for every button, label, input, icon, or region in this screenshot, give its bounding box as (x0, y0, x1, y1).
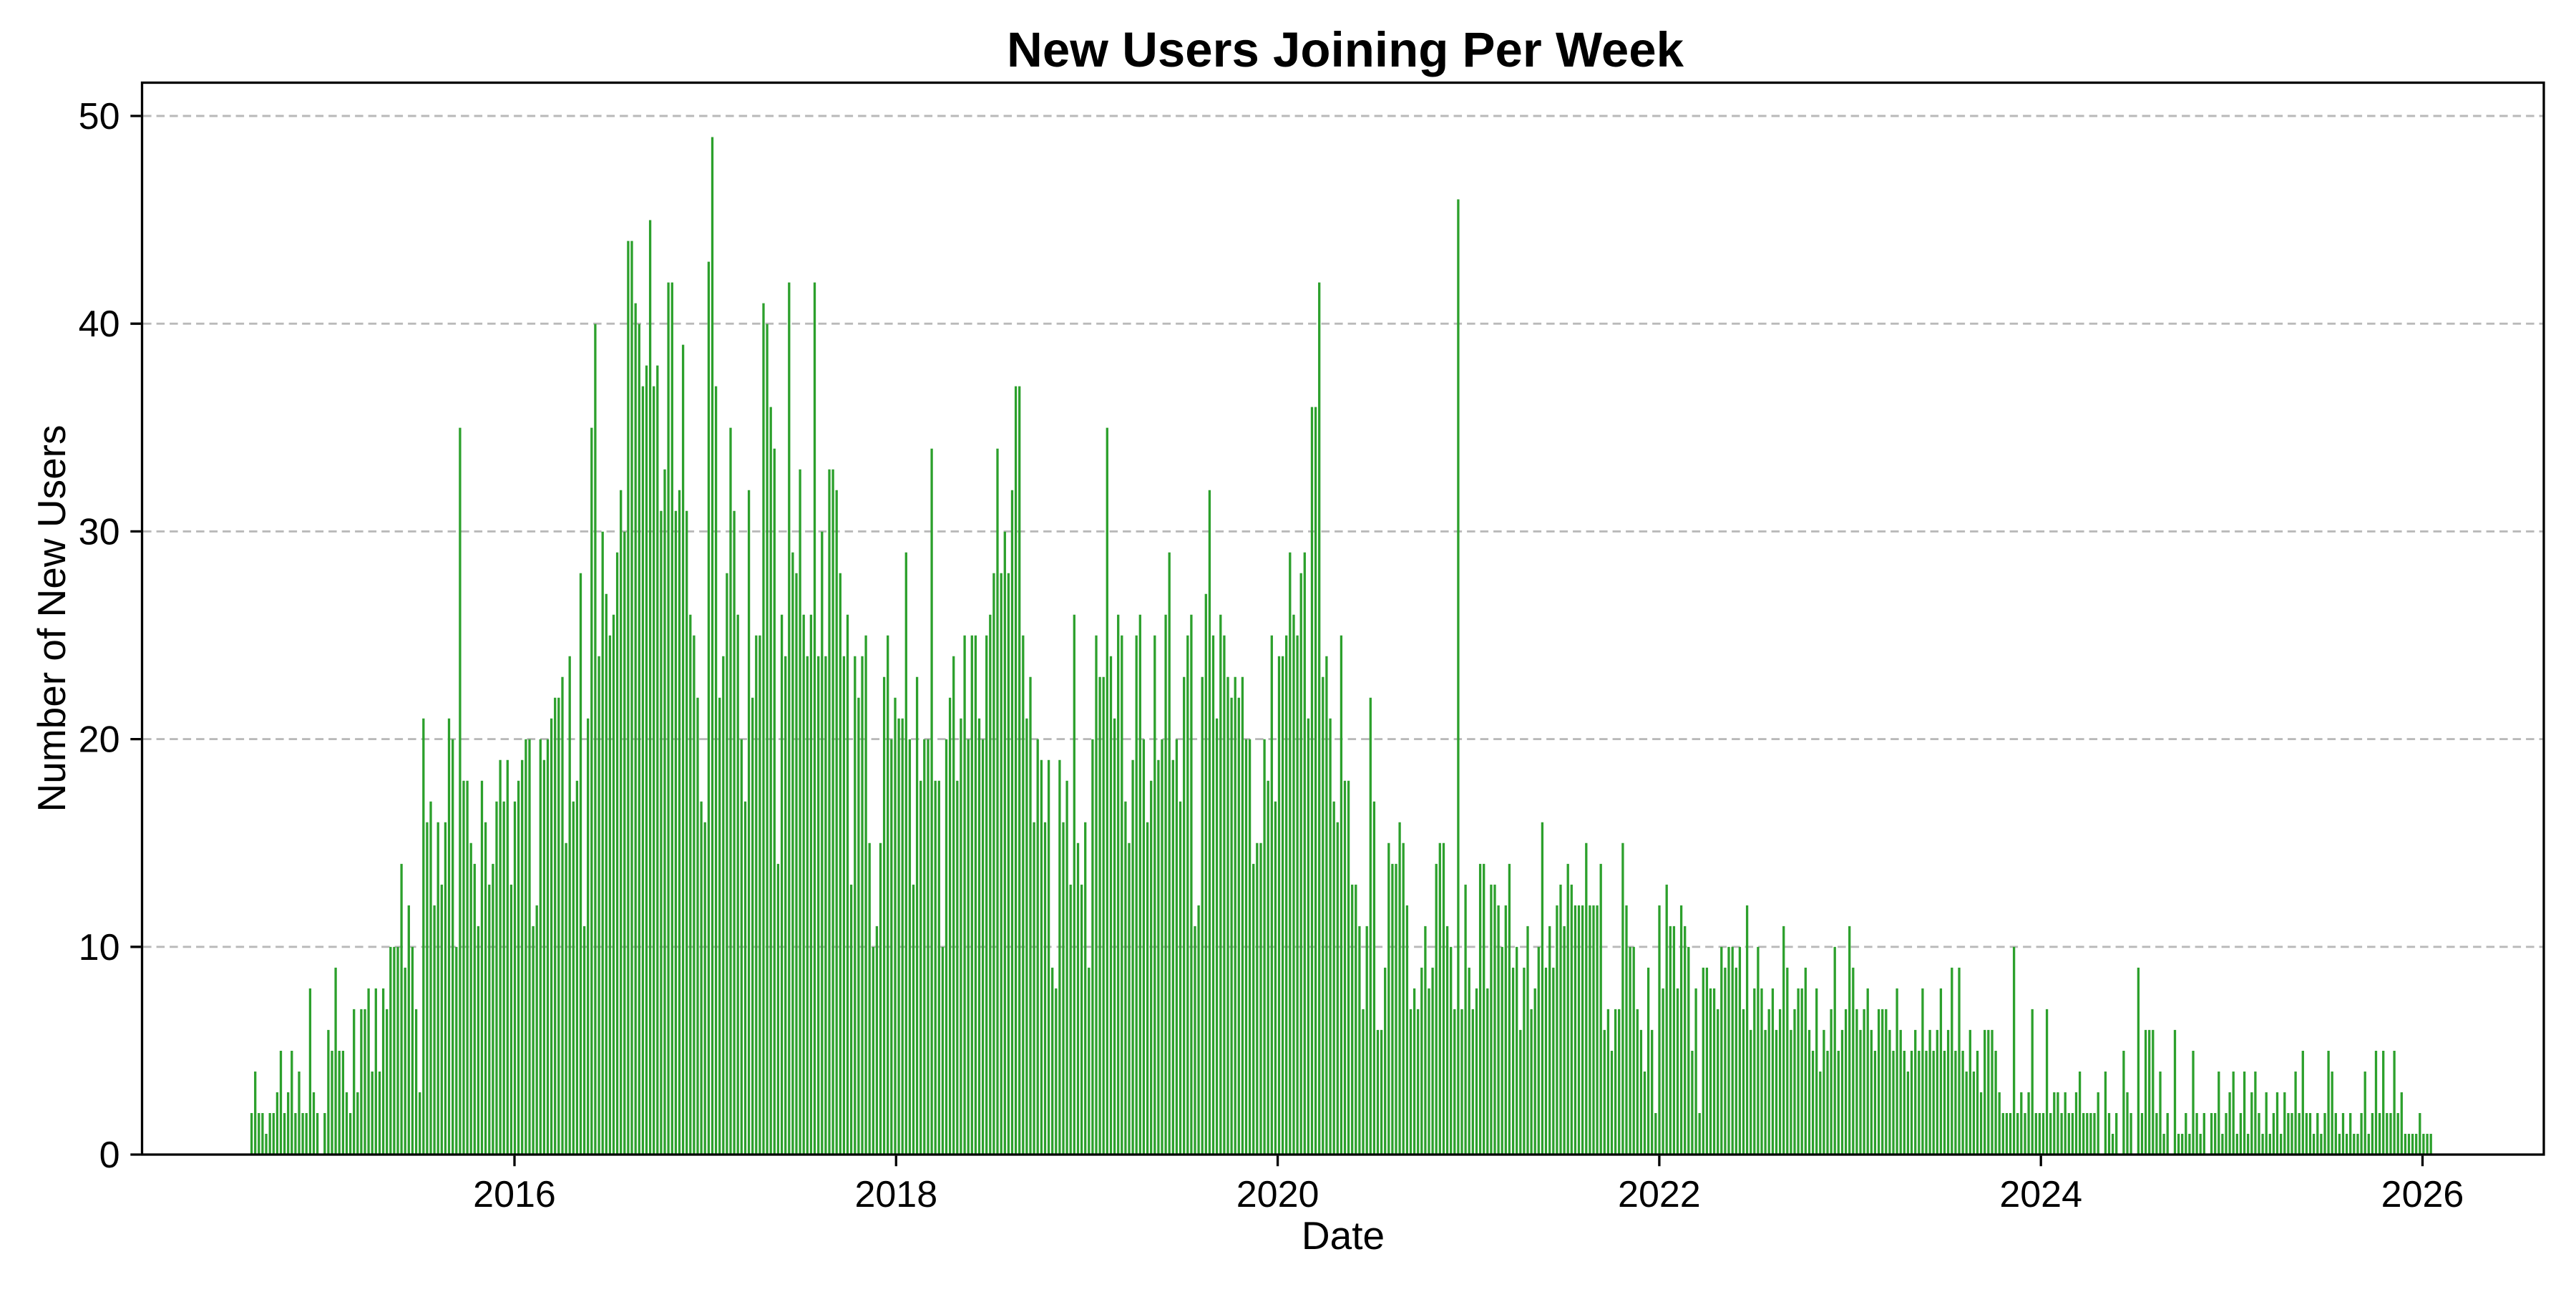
svg-text:2026: 2026 (2381, 1174, 2464, 1215)
svg-text:30: 30 (79, 511, 120, 553)
svg-text:Date: Date (1302, 1213, 1385, 1258)
svg-text:0: 0 (99, 1135, 120, 1176)
svg-text:50: 50 (79, 96, 120, 137)
svg-text:2022: 2022 (1618, 1174, 1701, 1215)
svg-text:Number of New Users: Number of New Users (29, 425, 74, 812)
svg-text:2020: 2020 (1236, 1174, 1319, 1215)
svg-text:2018: 2018 (854, 1174, 937, 1215)
svg-text:10: 10 (79, 927, 120, 968)
svg-text:New Users Joining Per Week: New Users Joining Per Week (1007, 22, 1684, 77)
svg-text:2016: 2016 (473, 1174, 556, 1215)
svg-text:2024: 2024 (1999, 1174, 2082, 1215)
svg-text:20: 20 (79, 719, 120, 761)
svg-text:40: 40 (79, 303, 120, 345)
